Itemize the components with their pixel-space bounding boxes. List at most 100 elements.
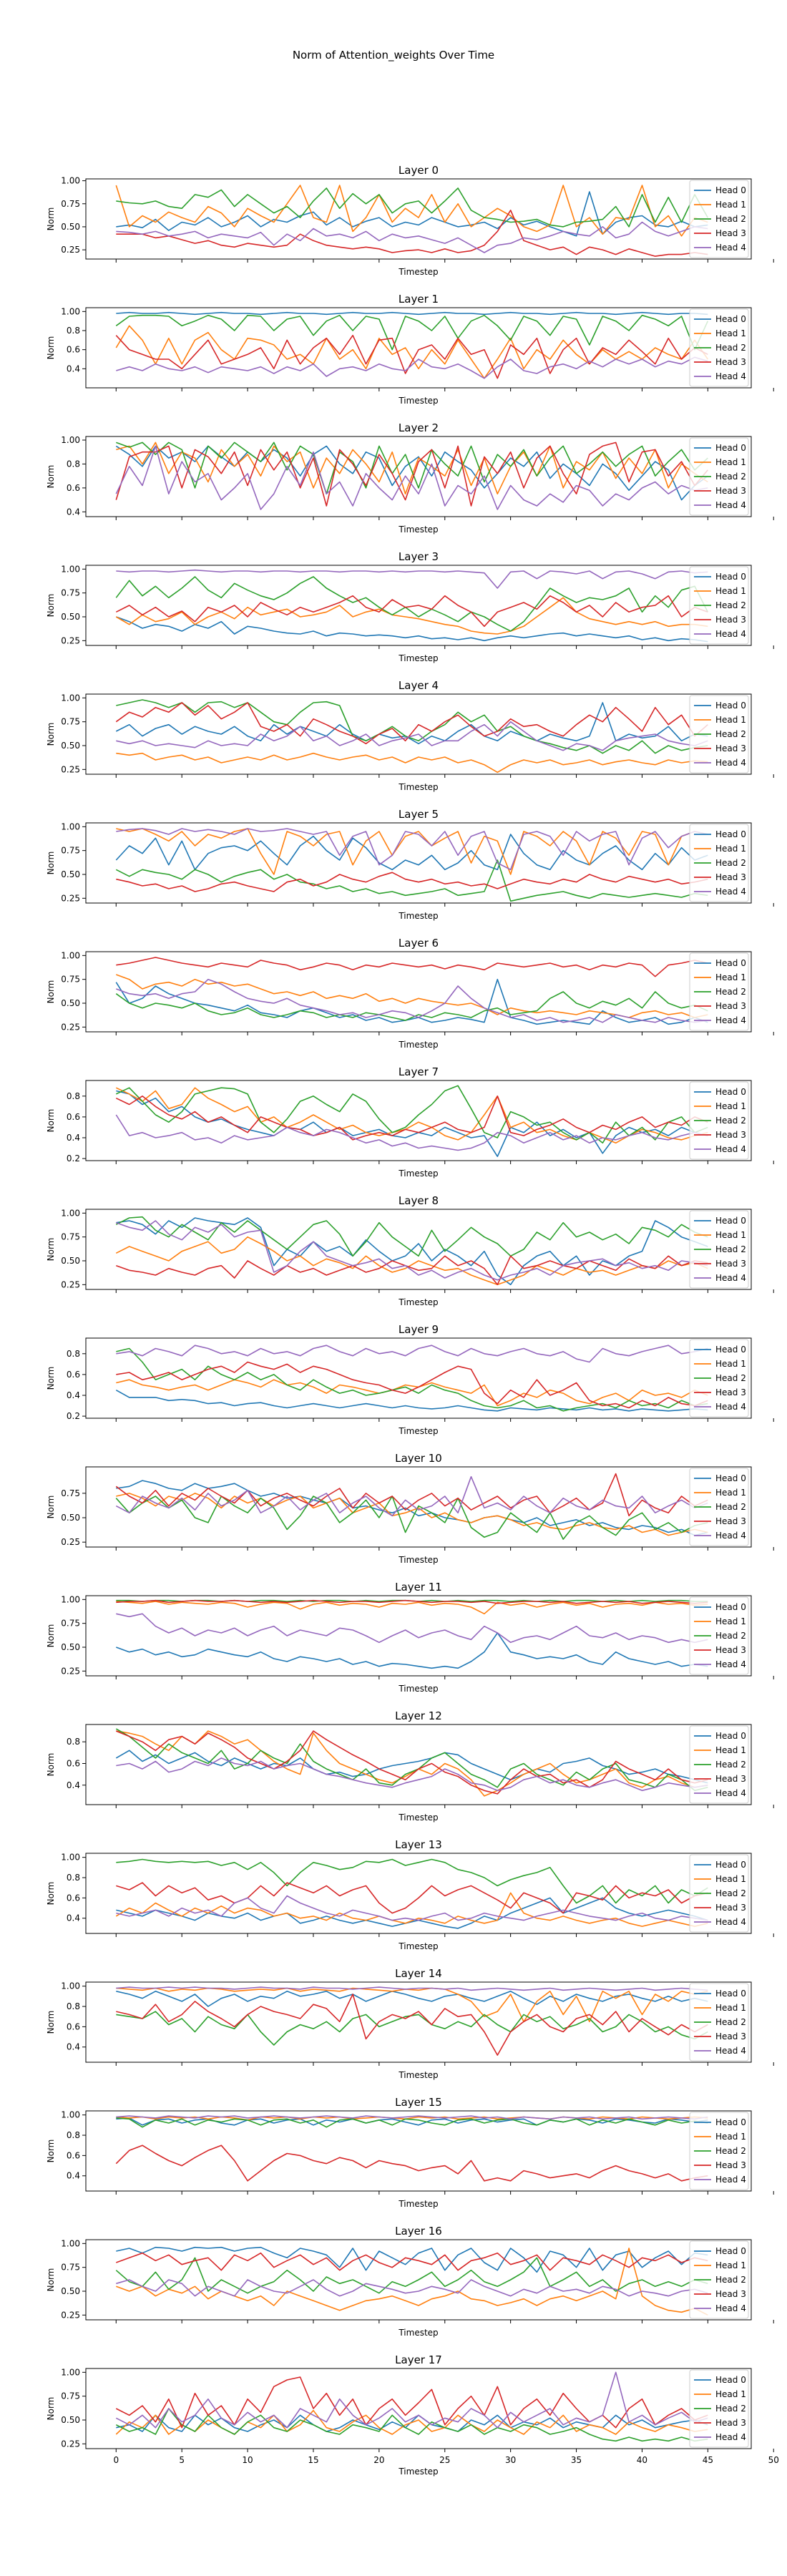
legend-label: Head 1 (715, 715, 746, 725)
legend-label: Head 3 (715, 228, 746, 238)
legend-label: Head 3 (715, 1001, 746, 1011)
series-line-head-0 (116, 311, 708, 316)
y-tick-label: 0.75 (61, 846, 80, 856)
figure-title: Norm of Attention_weights Over Time (293, 49, 494, 62)
y-tick-label: 0.2 (67, 1411, 80, 1421)
axes-frame (85, 1466, 752, 1548)
legend-label: Head 1 (715, 1616, 746, 1626)
legend-box (689, 308, 749, 387)
legend-label: Head 4 (715, 2046, 746, 2056)
axes-frame (85, 2110, 752, 2192)
series-line-head-3 (115, 334, 708, 379)
subplot-layer-11: Layer 11 0.25 0.50 0.75 1.00 Timestep Norm Head… (46, 1581, 774, 1694)
subplot-title: Layer 16 (395, 2225, 442, 2238)
legend-label: Head 1 (715, 328, 746, 338)
legend-label: Head 2 (715, 987, 746, 997)
series-group (115, 1858, 708, 1929)
y-axis-label: Norm (46, 852, 56, 875)
legend-box (689, 952, 749, 1031)
y-axis-label: Norm (46, 2268, 56, 2292)
legend-label: Head 2 (715, 214, 746, 224)
legend-label: Head 4 (715, 2432, 746, 2442)
legend: Head 0 Head 1 Head 2 Head 3 Head 4 (689, 824, 749, 902)
y-tick-label: 0.50 (61, 741, 80, 751)
legend: Head 0 Head 1 Head 2 Head 3 Head 4 (689, 1725, 749, 1804)
y-axis-label: Norm (46, 465, 56, 489)
series-line-head-4 (115, 1114, 708, 1151)
y-tick-label: 0.75 (61, 2263, 80, 2273)
series-line-head-2 (115, 2408, 708, 2442)
y-axis-label: Norm (46, 1624, 56, 1648)
y-axis-label: Norm (46, 336, 56, 360)
axes-frame (85, 436, 752, 517)
subplot-grid: Layer 00.250.500.751.00TimestepNormHead … (46, 164, 779, 2477)
y-tick-label: 0.4 (67, 364, 80, 374)
y-tick-label: 0.50 (61, 1642, 80, 1652)
y-tick-label: 0.25 (61, 893, 80, 903)
legend-label: Head 4 (715, 500, 746, 510)
x-tick-label: 25 (439, 2455, 450, 2465)
legend-label: Head 4 (715, 1015, 746, 1025)
x-tick-label: 40 (637, 2455, 647, 2465)
legend-label: Head 4 (715, 371, 746, 381)
x-tick-label: 0 (113, 2455, 119, 2465)
series-line-head-4 (116, 1613, 708, 1644)
legend-box (689, 1339, 749, 1418)
x-axis-label: Timestep (398, 782, 438, 792)
y-tick-label: 0.75 (61, 975, 80, 985)
subplot-title: Layer 3 (399, 550, 439, 563)
legend-label: Head 1 (715, 2132, 746, 2142)
legend-label: Head 3 (715, 1903, 746, 1913)
series-line-head-1 (115, 597, 708, 635)
y-tick-label: 0.6 (67, 1112, 80, 1122)
series-line-head-1 (115, 325, 708, 379)
legend-label: Head 4 (715, 629, 746, 639)
series-line-head-4 (116, 1220, 708, 1281)
x-tick-label: 30 (505, 2455, 516, 2465)
x-axis-label: Timestep (398, 1040, 438, 1050)
series-line-head-2 (116, 187, 708, 228)
legend-label: Head 0 (715, 1731, 746, 1741)
series-line-head-2 (115, 1085, 708, 1144)
y-axis-label: Norm (46, 1238, 56, 1262)
subplot-title: Layer 5 (399, 808, 439, 821)
legend-box (689, 695, 749, 774)
legend-label: Head 0 (715, 829, 746, 839)
y-tick-label: 1.00 (61, 1981, 80, 1991)
y-tick-label: 0.25 (61, 2310, 80, 2320)
legend: Head 0 Head 1 Head 2 Head 3 Head 4 (689, 180, 749, 258)
series-line-head-1 (116, 828, 708, 875)
x-axis-label: Timestep (398, 911, 438, 921)
legend-label: Head 2 (715, 1760, 746, 1770)
series-line-head-4 (116, 1345, 708, 1363)
legend-label: Head 0 (715, 314, 746, 324)
subplot-title: Layer 15 (395, 2096, 442, 2109)
y-tick-label: 0.6 (67, 1758, 80, 1768)
legend: Head 0 Head 1 Head 2 Head 3 Head 4 (689, 2369, 749, 2448)
axes-frame (85, 822, 752, 904)
legend-label: Head 2 (715, 1373, 746, 1383)
series-line-head-2 (116, 699, 708, 754)
y-tick-label: 1.00 (61, 1853, 80, 1863)
y-tick-label: 0.4 (67, 1133, 80, 1143)
legend: Head 0 Head 1 Head 2 Head 3 Head 4 (689, 566, 749, 645)
legend-label: Head 0 (715, 2117, 746, 2127)
series-line-head-1 (115, 1236, 708, 1286)
y-tick-label: 0.8 (67, 1091, 80, 1101)
y-axis-label: Norm (46, 2011, 56, 2034)
legend-box (689, 180, 749, 258)
series-line-head-1 (116, 752, 708, 774)
axes-frame (85, 1337, 752, 1419)
y-tick-label: 0.4 (67, 2042, 80, 2052)
series-line-head-1 (116, 2116, 708, 2121)
series-line-head-3 (116, 1361, 708, 1409)
series-line-head-0 (115, 834, 708, 871)
legend: Head 0 Head 1 Head 2 Head 3 Head 4 (689, 308, 749, 387)
series-line-head-2 (116, 1858, 708, 1904)
legend-label: Head 2 (715, 1502, 746, 1512)
legend: Head 0 Head 1 Head 2 Head 3 Head 4 (689, 952, 749, 1031)
legend-label: Head 1 (715, 1488, 746, 1498)
y-tick-label: 0.4 (67, 1913, 80, 1923)
y-axis-label: Norm (46, 594, 56, 618)
x-tick-label: 5 (179, 2455, 185, 2465)
